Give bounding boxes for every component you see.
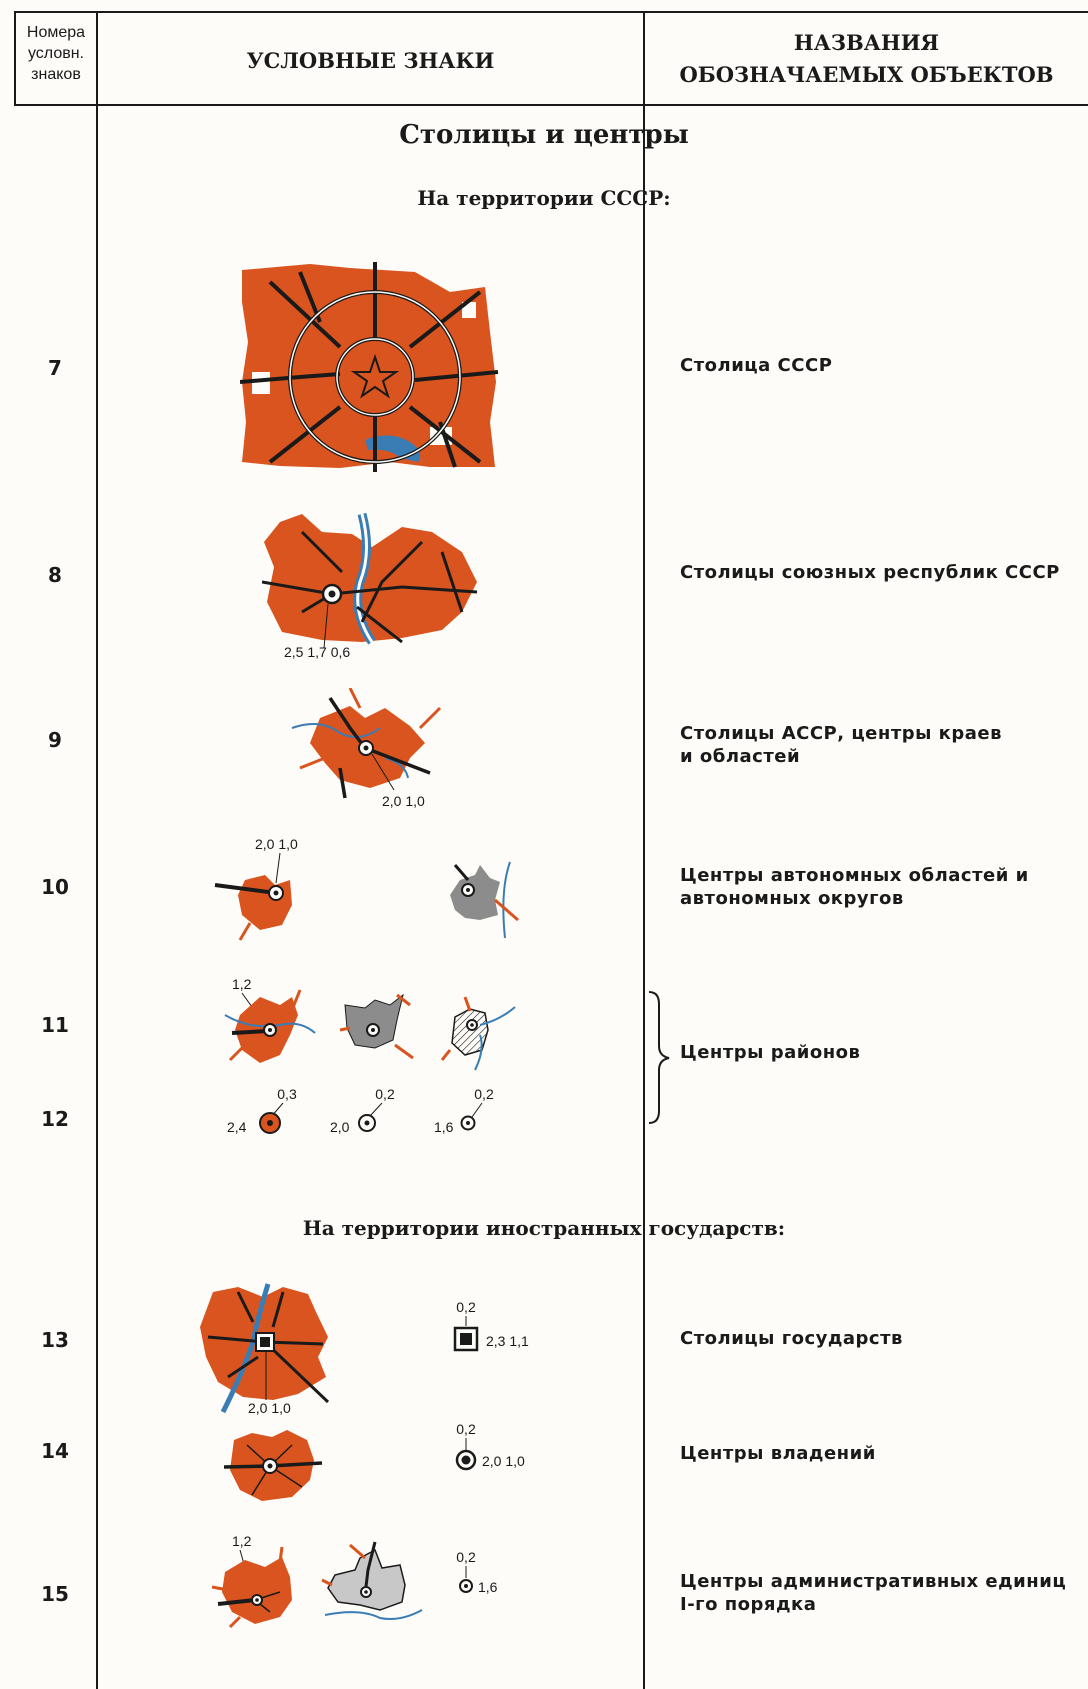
dim-label-12c-top: 0,2 <box>474 1086 494 1102</box>
row-name-15-line1: Центры административных единиц <box>680 1571 1067 1592</box>
row-name-10-line1: Центры автономных областей и <box>680 865 1029 886</box>
header-col-symbols: УСЛОВНЫЕ ЗНАКИ <box>246 48 495 73</box>
row-number-11: 11 <box>41 1013 69 1037</box>
row-number-14: 14 <box>41 1439 69 1463</box>
row-name-9-line2: и областей <box>680 746 801 767</box>
union-republic-capital-symbol: 2,5 1,7 0,6 <box>262 512 478 660</box>
possession-center-point-symbol: 0,2 2,0 1,0 <box>455 1421 525 1471</box>
row-number-9: 9 <box>48 728 62 752</box>
dim-label-12a-top: 0,3 <box>277 1086 297 1102</box>
dim-label-15-side: 1,6 <box>478 1579 498 1595</box>
row-name-10-line2: автономных округов <box>680 888 904 909</box>
point-symbol-12a: 0,3 2,4 <box>227 1086 297 1135</box>
row-number-8: 8 <box>48 563 62 587</box>
section-title: Столицы и центры <box>399 120 689 150</box>
header-bottom-border <box>14 104 1088 106</box>
row-number-10: 10 <box>41 875 69 899</box>
brace-icon <box>648 991 670 1124</box>
dim-label-12b-side: 2,0 <box>330 1119 350 1135</box>
district-center-symbol-gray <box>339 993 414 1060</box>
row-name-8: Столицы союзных республик СССР <box>680 562 1060 583</box>
dim-label-14-side: 2,0 1,0 <box>482 1453 525 1469</box>
dim-label-12a-side: 2,4 <box>227 1119 247 1135</box>
dim-label-13-side: 2,3 1,1 <box>486 1333 529 1349</box>
point-symbol-12b: 0,2 2,0 <box>330 1086 395 1135</box>
dim-label-13-top: 0,2 <box>456 1299 476 1315</box>
autonomous-okrug-center-symbol <box>450 861 519 939</box>
header-col-numbers: Номера условн. знаков <box>26 24 86 83</box>
subsection-ussr: На территории СССР: <box>417 186 671 210</box>
row-number-12: 12 <box>41 1107 69 1131</box>
col-divider-2 <box>643 11 645 1689</box>
subsection-foreign: На территории иностранных государств: <box>302 1216 786 1240</box>
admin-unit-center-map-symbol-gray <box>321 1541 423 1620</box>
point-symbol-12c: 0,2 1,6 <box>434 1086 494 1135</box>
dim-label-12c-side: 1,6 <box>434 1119 454 1135</box>
table-left-border <box>14 11 16 106</box>
district-center-symbol-hatched <box>440 996 516 1071</box>
row-name-13: Столицы государств <box>680 1328 903 1349</box>
row-number-15: 15 <box>41 1582 69 1606</box>
row-number-13: 13 <box>41 1328 69 1352</box>
autonomous-oblast-center-symbol: 2,0 1,0 <box>214 836 298 941</box>
row-number-7: 7 <box>48 356 62 380</box>
dim-label-15-map: 1,2 <box>232 1533 252 1549</box>
ussr-capital-symbol <box>240 262 499 472</box>
table-top-border <box>14 11 1088 13</box>
header-col-names-line2: ОБОЗНАЧАЕМЫХ ОБЪЕКТОВ <box>679 62 1054 87</box>
row-name-7: Столица СССР <box>680 355 833 376</box>
dim-label-10: 2,0 1,0 <box>255 836 298 852</box>
dim-label-15-top: 0,2 <box>456 1549 476 1565</box>
possession-center-map-symbol <box>223 1430 323 1501</box>
row-name-14: Центры владений <box>680 1443 876 1464</box>
district-center-symbol-orange: 1,2 <box>224 976 316 1063</box>
admin-unit-center-point-symbol: 0,2 1,6 <box>456 1549 498 1595</box>
dim-label-13-map: 2,0 1,0 <box>248 1400 291 1416</box>
assr-capital-symbol: 2,0 1,0 <box>291 688 442 809</box>
dim-label-12b-top: 0,2 <box>375 1086 395 1102</box>
dim-label-11: 1,2 <box>232 976 252 992</box>
row-name-15-line2: I-го порядка <box>680 1594 817 1615</box>
row-name-11-12: Центры районов <box>680 1042 861 1063</box>
state-capital-point-symbol: 0,2 2,3 1,1 <box>453 1299 529 1352</box>
col-divider-1 <box>96 11 98 1689</box>
state-capital-map-symbol: 2,0 1,0 <box>200 1283 330 1416</box>
header-col-names-line1: НАЗВАНИЯ <box>793 30 940 55</box>
dim-label-14-top: 0,2 <box>456 1421 476 1437</box>
row-name-9-line1: Столицы АССР, центры краев <box>680 723 1003 744</box>
admin-unit-center-map-symbol-orange: 1,2 <box>211 1533 292 1629</box>
dim-label-9: 2,0 1,0 <box>382 793 425 809</box>
dim-label-8: 2,5 1,7 0,6 <box>284 644 350 660</box>
